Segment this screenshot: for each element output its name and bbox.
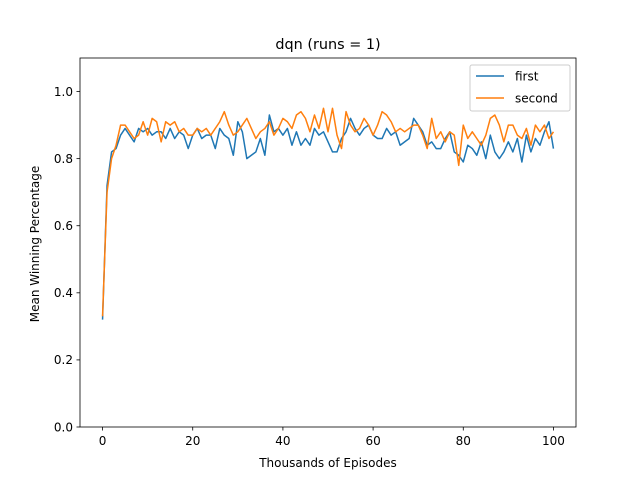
- y-tick-label: 0.6: [54, 219, 73, 233]
- y-axis-ticks: 0.0 0.2 0.4 0.6 0.8 1.0: [54, 85, 80, 434]
- series-layer: [101, 107, 555, 320]
- x-tick-label: 100: [542, 434, 565, 448]
- legend-label-second: second: [515, 92, 558, 106]
- y-tick-label: 0.8: [54, 152, 73, 166]
- y-tick-label: 1.0: [54, 85, 73, 99]
- y-tick-label: 0.0: [54, 420, 73, 434]
- x-tick-label: 40: [275, 434, 290, 448]
- y-tick-label: 0.4: [54, 286, 73, 300]
- legend: first second: [469, 64, 571, 112]
- x-axis-label: Thousands of Episodes: [258, 456, 397, 470]
- x-tick-label: 80: [456, 434, 471, 448]
- series-line-second: [101, 107, 555, 317]
- legend-label-first: first: [515, 70, 539, 84]
- series-line-first: [101, 114, 555, 320]
- chart-title: dqn (runs = 1): [275, 37, 380, 53]
- y-axis-label: Mean Winning Percentage: [28, 166, 42, 323]
- x-tick-label: 0: [99, 434, 107, 448]
- plot-area-frame: [79, 57, 577, 428]
- y-tick-label: 0.2: [54, 353, 73, 367]
- x-tick-label: 20: [185, 434, 200, 448]
- x-tick-label: 60: [365, 434, 380, 448]
- x-axis-ticks: 0 20 40 60 80 100: [99, 427, 565, 448]
